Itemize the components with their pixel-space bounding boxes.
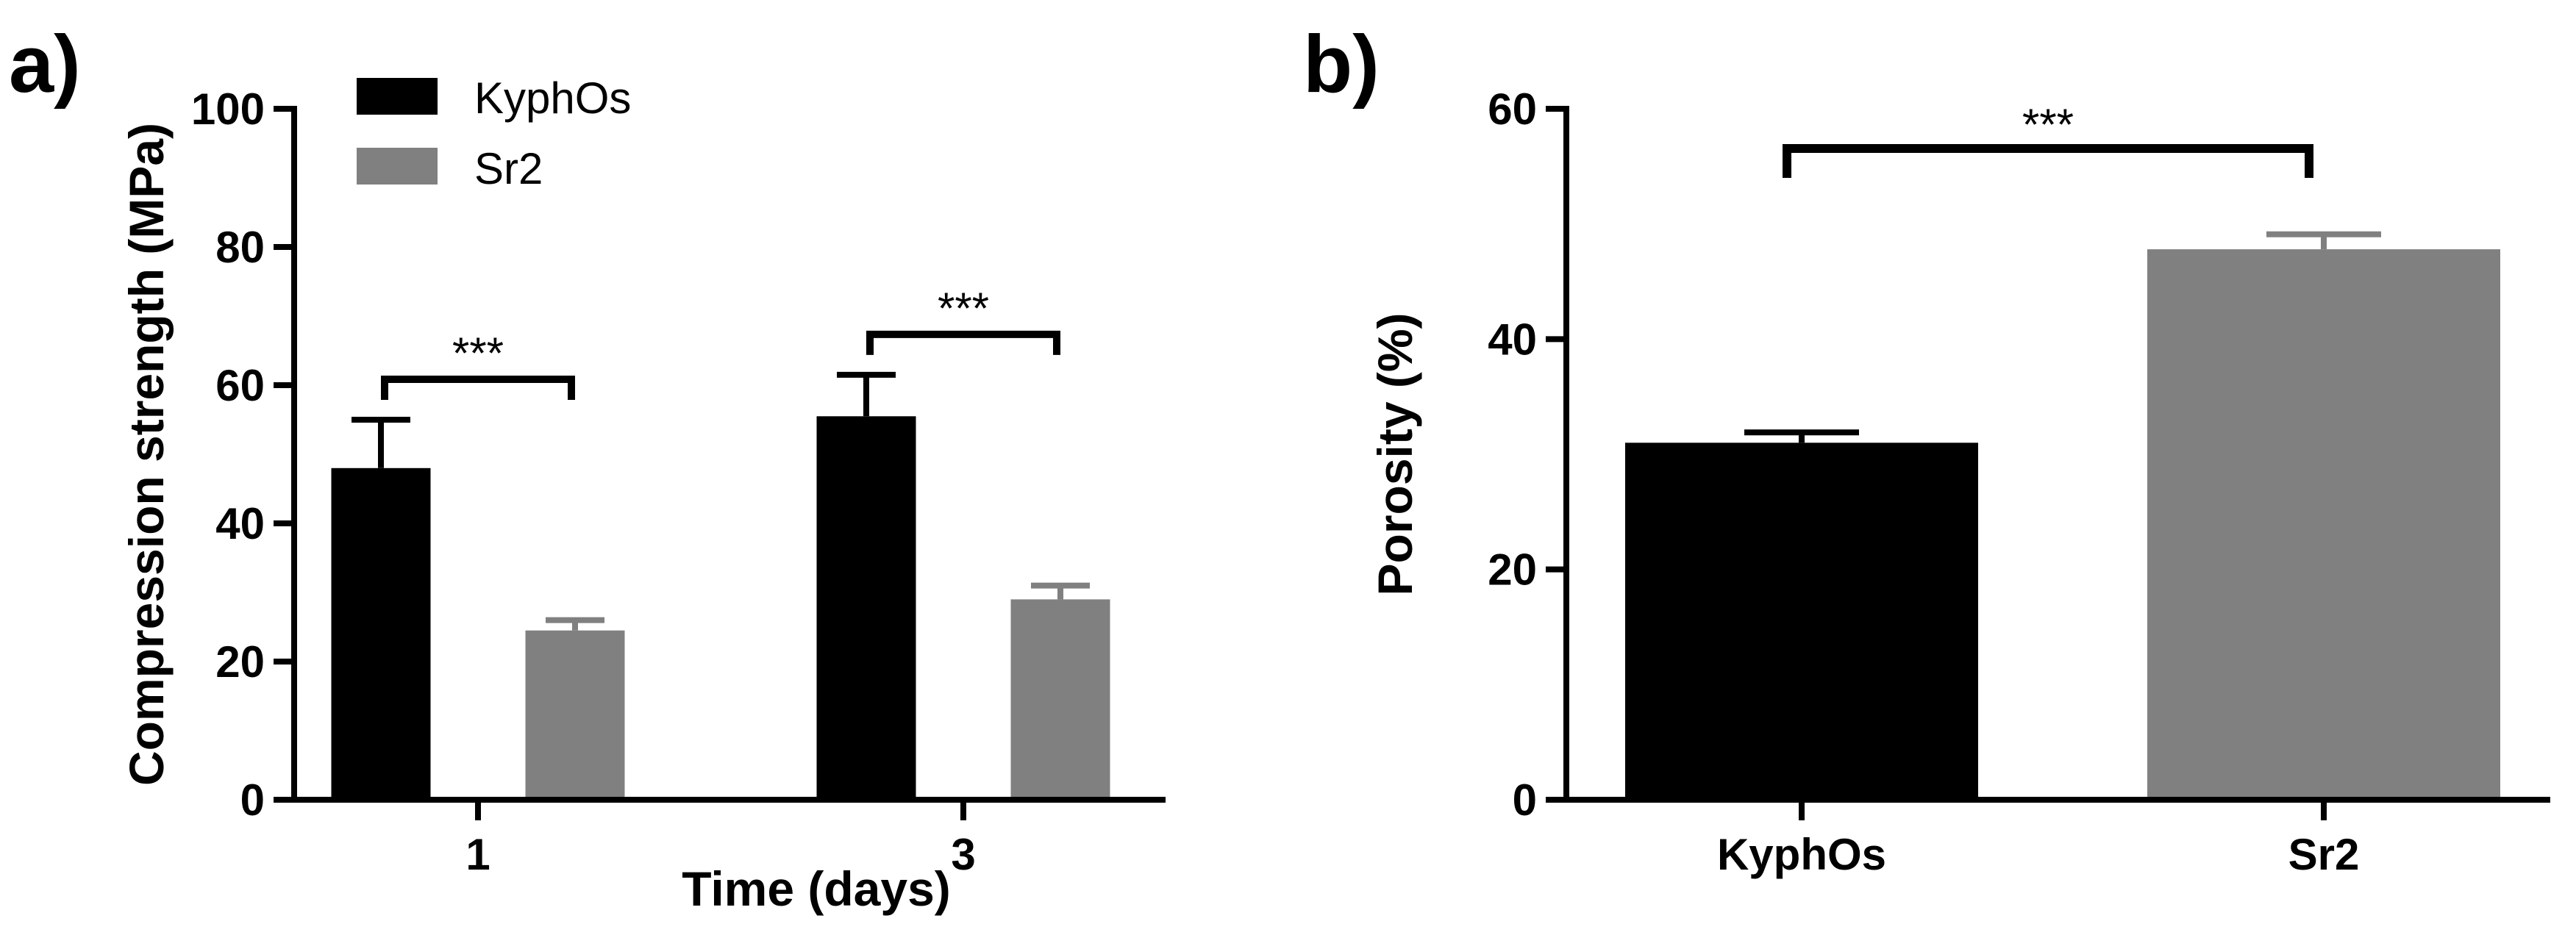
- panel-b-bars: [1625, 231, 2500, 800]
- panel-a-x-axis-title: Time (days): [682, 861, 951, 916]
- significance-bracket-day1: [381, 376, 575, 400]
- panel-a-y-axis-title: Compression strength (MPa): [119, 123, 174, 786]
- bar-kyphos-day1: [331, 468, 431, 800]
- y-tick-label: 0: [1513, 775, 1537, 825]
- y-tick-label: 20: [1488, 545, 1537, 595]
- panel-b-label: b): [1303, 19, 1380, 110]
- bar-kyphos-day3: [816, 416, 916, 800]
- significance-bracket-day3: [866, 330, 1060, 355]
- legend-swatch-sr2: [357, 148, 438, 185]
- bar-sr2: [2147, 249, 2500, 800]
- x-tick-label: Sr2: [2288, 830, 2360, 879]
- significance-bracket-kyphos-vs-sr2: [1783, 144, 2313, 178]
- legend-label-sr2: Sr2: [474, 144, 543, 193]
- legend-swatch-kyphos: [357, 78, 438, 115]
- significance-label-day1: ***: [452, 329, 504, 378]
- y-tick-label: 60: [215, 361, 265, 410]
- panel-b-significance: ***: [1783, 100, 2313, 178]
- y-tick-label: 60: [1488, 85, 1537, 134]
- panel-a-legend: KyphOs Sr2: [357, 74, 631, 193]
- panel-b-axes: 0 20 40 60 KyphOs Sr2: [1488, 85, 2550, 879]
- y-tick-label: 40: [1488, 315, 1537, 364]
- y-tick-label: 80: [215, 223, 265, 272]
- x-tick-label: 1: [465, 830, 490, 879]
- panel-a: a) Compression strength (MPa) Time (days…: [9, 19, 1166, 916]
- panel-b-y-axis-title: Porosity (%): [1368, 312, 1422, 595]
- panel-a-bars: [331, 371, 1110, 800]
- significance-label-day3: ***: [938, 284, 989, 333]
- x-tick-label: KyphOs: [1717, 830, 1886, 879]
- bar-kyphos: [1625, 443, 1978, 800]
- bar-sr2-day3: [1010, 599, 1110, 800]
- x-tick-label: 3: [951, 830, 975, 879]
- y-tick-label: 0: [240, 775, 265, 825]
- bar-sr2-day1: [525, 630, 625, 800]
- panel-b: b) Porosity (%) 0 20 40 60 KyphOs Sr2 ***: [1303, 19, 2550, 879]
- panel-a-label: a): [9, 19, 81, 110]
- y-tick-label: 100: [191, 85, 265, 134]
- panel-a-significance: *** ***: [381, 284, 1060, 400]
- panel-a-axes: 0 20 40 60 80 100 1 3: [191, 85, 1166, 879]
- significance-label-kyphos-vs-sr2: ***: [2022, 100, 2074, 149]
- y-tick-label: 20: [215, 637, 265, 687]
- legend-label-kyphos: KyphOs: [474, 74, 631, 123]
- y-tick-label: 40: [215, 499, 265, 548]
